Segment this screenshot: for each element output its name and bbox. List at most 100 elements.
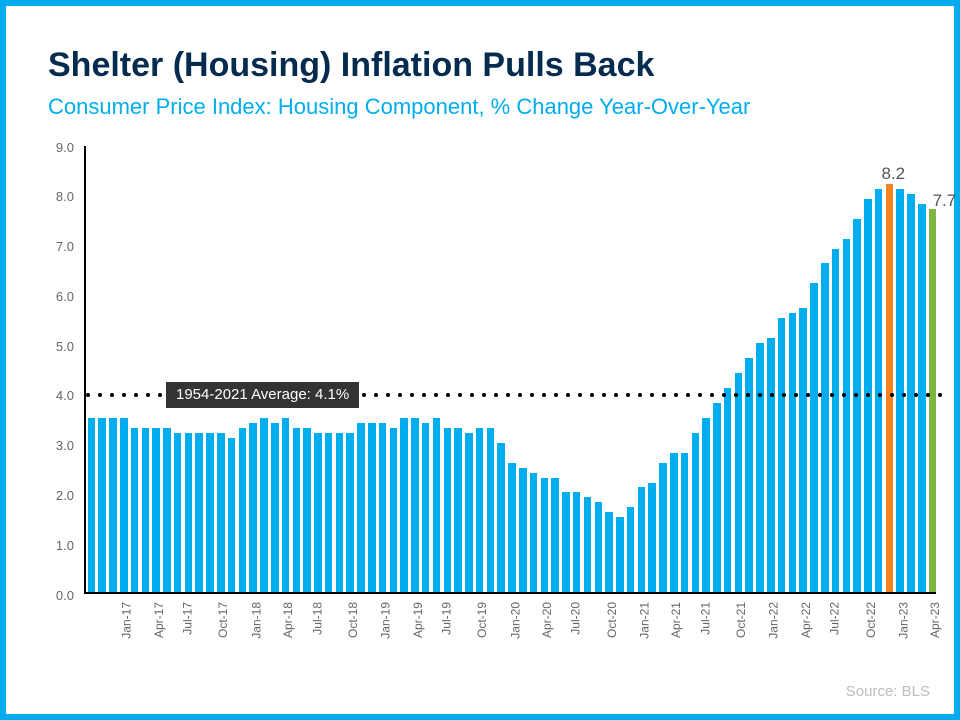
x-axis-tick-label: Apr-17 <box>152 602 166 638</box>
bar <box>357 423 365 592</box>
bar <box>530 473 538 592</box>
bar <box>508 463 516 592</box>
bar <box>444 428 452 592</box>
y-axis-tick-label: 1.0 <box>34 538 74 553</box>
chart-subtitle: Consumer Price Index: Housing Component,… <box>48 94 750 120</box>
bar <box>476 428 484 592</box>
bar <box>217 433 225 592</box>
x-axis-tick-label: Jul-17 <box>181 602 195 635</box>
x-axis-tick-label: Apr-22 <box>799 602 813 638</box>
x-axis-tick-label: Jan-22 <box>767 602 781 639</box>
bar <box>896 189 904 592</box>
bar <box>778 318 786 592</box>
bar <box>336 433 344 592</box>
bar-value-callout: 8.2 <box>881 164 905 184</box>
x-axis-tick-label: Oct-20 <box>605 602 619 638</box>
x-axis-tick-label: Jan-18 <box>250 602 264 639</box>
chart-title: Shelter (Housing) Inflation Pulls Back <box>48 46 654 85</box>
bar <box>853 219 861 592</box>
bar <box>174 433 182 592</box>
bar <box>724 388 732 592</box>
bar <box>562 492 570 592</box>
bar <box>379 423 387 592</box>
y-axis-tick-label: 8.0 <box>34 189 74 204</box>
x-axis-tick-label: Oct-22 <box>864 602 878 638</box>
bar <box>648 483 656 593</box>
bar <box>487 428 495 592</box>
y-axis-tick-label: 7.0 <box>34 239 74 254</box>
bar <box>325 433 333 592</box>
bar <box>293 428 301 592</box>
bar <box>185 433 193 592</box>
x-axis-tick-label: Apr-23 <box>928 602 942 638</box>
reference-line-label: 1954-2021 Average: 4.1% <box>166 382 359 408</box>
bar-value-callout: 7.7 <box>933 191 957 211</box>
bar <box>260 418 268 592</box>
bar <box>767 338 775 592</box>
y-axis-tick-label: 9.0 <box>34 140 74 155</box>
x-axis-tick-label: Oct-21 <box>734 602 748 638</box>
bar <box>627 507 635 592</box>
bar <box>692 433 700 592</box>
bar <box>929 209 937 592</box>
x-axis-tick-label: Jul-21 <box>698 602 712 635</box>
bar <box>595 502 603 592</box>
x-axis-tick-label: Oct-18 <box>346 602 360 638</box>
x-axis-tick-label: Jan-20 <box>508 602 522 639</box>
bar <box>390 428 398 592</box>
source-attribution: Source: BLS <box>846 683 930 700</box>
bar <box>756 343 764 592</box>
bar <box>735 373 743 592</box>
bar <box>109 418 117 592</box>
y-axis-tick-label: 2.0 <box>34 488 74 503</box>
bar <box>616 517 624 592</box>
bar <box>88 418 96 592</box>
bar <box>810 283 818 592</box>
x-axis-tick-label: Jul-18 <box>310 602 324 635</box>
x-axis-tick-label: Apr-20 <box>540 602 554 638</box>
y-axis-tick-label: 5.0 <box>34 339 74 354</box>
x-axis-tick-label: Apr-19 <box>411 602 425 638</box>
bar <box>789 313 797 592</box>
bar <box>875 189 883 592</box>
bar <box>551 478 559 592</box>
bar <box>228 438 236 592</box>
plot-region: 1954-2021 Average: 4.1%8.27.7 <box>84 146 936 594</box>
bar <box>659 463 667 592</box>
bar <box>702 418 710 592</box>
x-axis-tick-label: Oct-19 <box>475 602 489 638</box>
bar <box>713 403 721 592</box>
y-axis-tick-label: 6.0 <box>34 289 74 304</box>
x-axis-tick-label: Apr-18 <box>281 602 295 638</box>
bar <box>681 453 689 592</box>
bar <box>670 453 678 592</box>
chart-area: 1954-2021 Average: 4.1%8.27.7 0.01.02.03… <box>84 146 936 594</box>
bar <box>433 418 441 592</box>
bar <box>282 418 290 592</box>
bar <box>400 418 408 592</box>
bar <box>821 263 829 592</box>
bar <box>573 492 581 592</box>
bar <box>120 418 128 592</box>
x-axis-tick-label: Jul-20 <box>569 602 583 635</box>
bar <box>131 428 139 592</box>
x-axis-tick-label: Jul-22 <box>828 602 842 635</box>
chart-frame: Shelter (Housing) Inflation Pulls Back C… <box>0 0 960 720</box>
bar <box>346 433 354 592</box>
bar <box>249 423 257 592</box>
bar <box>206 433 214 592</box>
bar <box>152 428 160 592</box>
bar <box>832 249 840 592</box>
bar <box>411 418 419 592</box>
bar <box>886 184 894 592</box>
y-axis-tick-label: 4.0 <box>34 388 74 403</box>
bar <box>163 428 171 592</box>
bar <box>843 239 851 592</box>
bar <box>497 443 505 592</box>
y-axis-tick-label: 3.0 <box>34 438 74 453</box>
bar <box>271 423 279 592</box>
bar <box>541 478 549 592</box>
bar <box>584 497 592 592</box>
bar <box>142 428 150 592</box>
bar <box>239 428 247 592</box>
